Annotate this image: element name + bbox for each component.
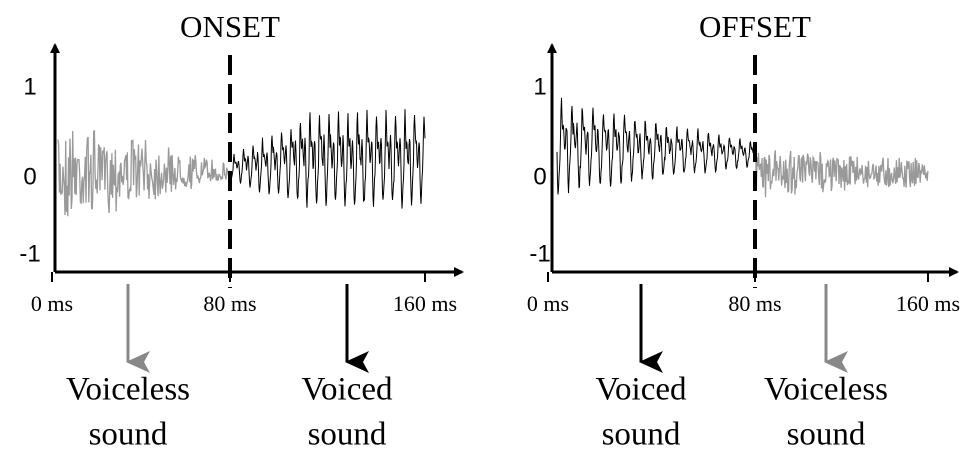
caption: Voiced — [301, 372, 393, 408]
caption: Voiceless — [66, 372, 190, 408]
voiced-wave — [229, 109, 426, 209]
y-label: 0 — [23, 163, 36, 190]
panel-title: ONSET — [180, 9, 280, 44]
caption: sound — [308, 417, 387, 453]
caption: sound — [89, 417, 168, 453]
x-label: 80 ms — [203, 291, 256, 316]
y-label: -1 — [19, 240, 40, 267]
x-label: 160 ms — [896, 291, 960, 316]
y-label: -1 — [529, 240, 550, 267]
caption: Voiceless — [764, 372, 888, 408]
x-label: 0 ms — [527, 291, 569, 316]
voiceless-wave — [754, 150, 929, 198]
caption: sound — [602, 417, 681, 453]
x-label: 160 ms — [393, 291, 457, 316]
voiced-wave — [556, 97, 756, 195]
caption: sound — [787, 417, 866, 453]
y-label: 1 — [23, 73, 36, 100]
panel: OFFSET 1 0 -1 0 ms 80 ms 160 ms Voiced sound Voic… — [527, 9, 960, 452]
y-label: 0 — [533, 163, 546, 190]
voiceless-wave — [57, 129, 230, 217]
y-label: 1 — [533, 73, 546, 100]
panel-title: OFFSET — [699, 9, 811, 44]
x-label: 80 ms — [728, 291, 781, 316]
x-label: 0 ms — [31, 291, 73, 316]
panel: ONSET 1 0 -1 0 ms 80 ms 160 ms Voiceless sound Vo… — [19, 9, 464, 453]
caption: Voiced — [595, 372, 687, 408]
